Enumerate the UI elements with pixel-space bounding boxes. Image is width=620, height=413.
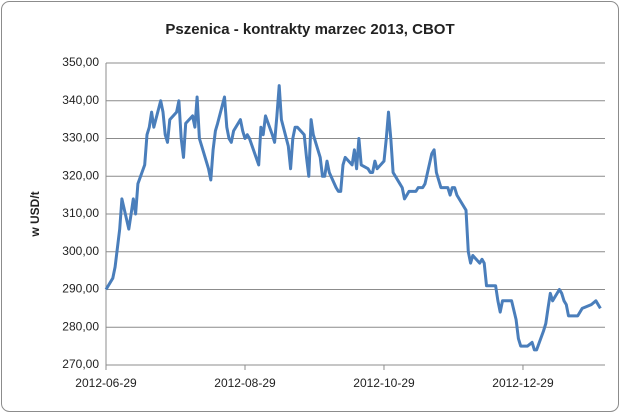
- x-tick-label: 2012-12-29: [492, 376, 554, 390]
- x-tick-label: 2012-08-29: [214, 376, 276, 390]
- x-tick-label: 2012-10-29: [353, 376, 415, 390]
- data-line: [104, 84, 602, 352]
- x-tick-label: 2012-06-29: [75, 376, 137, 390]
- y-tick-label: 270,00: [62, 357, 99, 371]
- y-tick-label: 300,00: [62, 244, 99, 258]
- y-tick-label: 290,00: [62, 282, 99, 296]
- y-tick-label: 350,00: [62, 55, 99, 69]
- y-tick-label: 310,00: [62, 206, 99, 220]
- y-tick-label: 320,00: [62, 168, 99, 182]
- y-axis-label: w USD/t: [28, 191, 42, 237]
- chart-title: Pszenica - kontrakty marzec 2013, CBOT: [165, 21, 454, 38]
- y-tick-label: 330,00: [62, 131, 99, 145]
- y-tick-label: 340,00: [62, 93, 99, 107]
- y-tick-label: 280,00: [62, 319, 99, 333]
